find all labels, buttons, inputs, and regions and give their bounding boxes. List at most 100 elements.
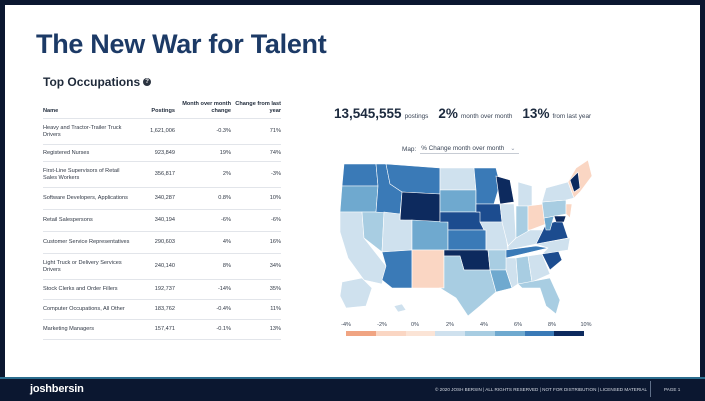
column-header-mom[interactable]: Month over month change <box>182 101 231 114</box>
table-row[interactable]: First-Line Supervisors of Retail Sales W… <box>43 161 281 188</box>
cell-yoy: 74% <box>231 144 281 162</box>
state-south-dakota[interactable] <box>439 189 477 213</box>
cell-mom: -6% <box>175 209 231 232</box>
legend-swatch <box>375 331 406 336</box>
question-circle-icon[interactable]: ? <box>143 78 152 86</box>
cell-name: Heavy and Tractor-Trailer Truck Drivers <box>43 118 139 145</box>
table-header-row: Name Postings Month over month change Ch… <box>43 101 281 119</box>
legend-tick: 0% <box>411 322 419 328</box>
state-north-dakota[interactable] <box>439 167 477 191</box>
cell-name: Registered Nurses <box>43 144 139 162</box>
legend-swatch <box>405 331 436 336</box>
footer-divider <box>650 381 651 397</box>
state-oregon[interactable] <box>339 185 379 213</box>
state-new-jersey[interactable] <box>565 203 573 219</box>
state-georgia[interactable] <box>527 253 551 283</box>
mom-value: 2% <box>438 106 458 121</box>
cell-mom: 8% <box>175 253 231 280</box>
state-maryland[interactable] <box>553 215 567 223</box>
state-colorado[interactable] <box>411 219 449 251</box>
cell-postings: 290,603 <box>139 231 175 254</box>
cell-mom: 19% <box>175 144 231 162</box>
state-minnesota[interactable] <box>473 167 501 205</box>
table-row[interactable]: Registered Nurses 923,849 19% 74% <box>43 144 281 162</box>
cell-mom: 0.8% <box>175 187 231 210</box>
legend-swatch <box>494 331 525 336</box>
cell-mom: -0.4% <box>175 299 231 320</box>
cell-yoy: 13% <box>231 319 281 340</box>
state-new-york[interactable] <box>541 181 575 203</box>
legend-tick: 10% <box>580 322 592 328</box>
table-row[interactable]: Software Developers, Applications 340,28… <box>43 187 281 210</box>
copyright-text: © 2020 JOSH BERSIN | ALL RIGHTS RESERVED… <box>435 387 648 392</box>
column-header-name[interactable]: Name <box>43 108 59 114</box>
state-mississippi[interactable] <box>505 257 519 289</box>
section-title-label: Top Occupations <box>43 75 141 89</box>
section-title: Top Occupations ? <box>43 75 152 89</box>
cell-name: Stock Clerks and Order Fillers <box>43 279 139 300</box>
state-north-carolina[interactable] <box>535 237 571 255</box>
legend-tick: 6% <box>514 322 522 328</box>
legend-swatch <box>465 331 495 336</box>
chevron-down-icon[interactable]: ⌄ <box>510 146 516 152</box>
state-hawaii[interactable] <box>393 303 407 313</box>
table-row[interactable]: Stock Clerks and Order Fillers 192,737 -… <box>43 279 281 300</box>
table-row[interactable]: Customer Service Representatives 290,603… <box>43 231 281 254</box>
state-wyoming[interactable] <box>399 191 441 223</box>
table-row[interactable]: Heavy and Tractor-Trailer Truck Drivers … <box>43 118 281 145</box>
legend-tick: -2% <box>377 322 387 328</box>
state-florida[interactable] <box>517 277 561 315</box>
state-new-mexico[interactable] <box>411 249 445 289</box>
cell-yoy: 35% <box>231 279 281 300</box>
state-wisconsin[interactable] <box>495 175 515 205</box>
legend-tick: 8% <box>548 322 556 328</box>
cell-mom: 2% <box>175 161 231 188</box>
state-iowa[interactable] <box>475 203 503 223</box>
state-michigan[interactable] <box>517 181 533 207</box>
page-title: The New War for Talent <box>36 29 327 59</box>
column-header-yoy[interactable]: Change from last year <box>235 101 281 114</box>
cell-postings: 340,194 <box>139 209 175 232</box>
state-pennsylvania[interactable] <box>541 199 567 219</box>
cell-postings: 923,849 <box>139 144 175 162</box>
map-selector-dropdown[interactable]: % Change month over month ⌄ <box>420 145 520 154</box>
page-number: PAGE 1 <box>664 387 681 392</box>
cell-postings: 340,287 <box>139 187 175 210</box>
state-washington[interactable] <box>341 163 379 187</box>
summary-stats: 13,545,555 postings 2% month over month … <box>334 106 598 121</box>
cell-yoy: -6% <box>231 209 281 232</box>
footer: joshbersin © 2020 JOSH BERSIN | ALL RIGH… <box>0 377 705 401</box>
map-selector-label: Map: <box>402 146 417 153</box>
postings-label: postings <box>404 113 429 120</box>
table-row[interactable]: Marketing Managers 157,471 -0.1% 13% <box>43 319 281 340</box>
table-row[interactable]: Computer Occupations, All Other 183,762 … <box>43 299 281 320</box>
table-row[interactable]: Retail Salespersons 340,194 -6% -6% <box>43 209 281 232</box>
cell-mom: 4% <box>175 231 231 254</box>
state-vermont-nh[interactable] <box>569 171 581 193</box>
cell-yoy: 11% <box>231 299 281 320</box>
cell-postings: 240,140 <box>139 253 175 280</box>
cell-postings: 356,817 <box>139 161 175 188</box>
cell-yoy: -3% <box>231 161 281 188</box>
state-arkansas[interactable] <box>487 249 509 271</box>
map-selector[interactable]: Map: % Change month over month ⌄ <box>402 145 520 154</box>
state-arizona[interactable] <box>381 249 413 289</box>
cell-name: Computer Occupations, All Other <box>43 299 139 320</box>
cell-postings: 1,621,006 <box>139 118 175 145</box>
cell-postings: 157,471 <box>139 319 175 340</box>
legend-tick: -4% <box>341 322 351 328</box>
cell-mom: -0.3% <box>175 118 231 145</box>
column-header-postings[interactable]: Postings <box>151 108 175 114</box>
cell-name: First-Line Supervisors of Retail Sales W… <box>43 161 139 188</box>
state-ohio[interactable] <box>527 203 547 231</box>
legend-swatch <box>435 331 465 336</box>
table-row[interactable]: Light Truck or Delivery Services Drivers… <box>43 253 281 280</box>
state-alaska[interactable] <box>339 277 373 309</box>
legend-color-bar <box>346 331 584 336</box>
state-texas[interactable] <box>438 255 497 317</box>
us-choropleth-map[interactable] <box>336 158 598 318</box>
mom-label: month over month <box>460 113 513 120</box>
cell-name: Light Truck or Delivery Services Drivers <box>43 253 139 280</box>
state-kansas[interactable] <box>447 229 487 251</box>
cell-name: Retail Salespersons <box>43 209 139 232</box>
